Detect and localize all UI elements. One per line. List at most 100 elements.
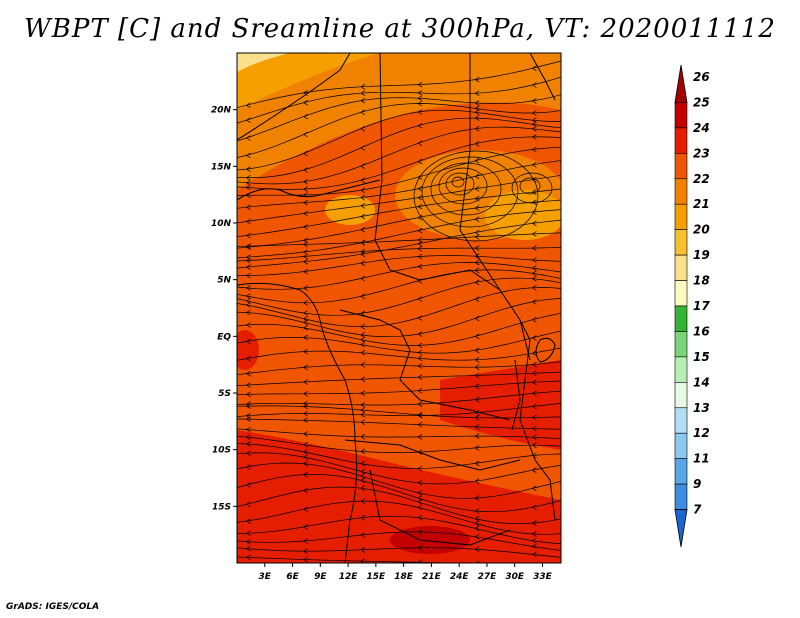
colorbar-label: 11 (693, 452, 710, 466)
streamline-arrow (531, 257, 537, 263)
streamline-arrow (474, 141, 480, 147)
streamline (237, 76, 561, 124)
streamline-arrow (245, 501, 251, 508)
colorbar-label: 19 (693, 248, 710, 262)
streamline-arrow (474, 279, 480, 286)
streamline-arrow (303, 325, 308, 331)
colorbar-swatch (674, 356, 688, 383)
streamline-arrow (474, 100, 480, 106)
streamline-arrow (303, 431, 308, 437)
streamline (237, 443, 561, 469)
colorbar-swatch (674, 229, 688, 256)
streamline-arrow (245, 355, 251, 362)
grads-credit: GrADS: IGES/COLA (6, 602, 100, 612)
streamline-arrow (531, 520, 537, 526)
streamline-arrow (360, 332, 366, 338)
streamline-arrow (531, 379, 537, 386)
streamline-arrow (245, 135, 251, 141)
streamline-arrow (303, 300, 308, 306)
streamline (237, 428, 561, 440)
colorbar-label: 9 (693, 477, 701, 491)
streamline-arrow (303, 449, 308, 455)
streamline-arrow (360, 390, 366, 396)
lon-tick-label: 21E (422, 572, 442, 582)
chart-title: WBPT [C] and Sreamline at 300hPa, VT: 20… (24, 14, 776, 44)
streamline-arrow (303, 258, 308, 265)
streamline (237, 298, 561, 338)
lon-tick-label: 18E (394, 572, 414, 582)
streamline-arrow (531, 82, 537, 88)
streamline-arrow (417, 100, 423, 107)
streamline-arrow (303, 460, 308, 467)
wbpt-field-25 (390, 526, 470, 554)
streamline (237, 556, 464, 563)
colorbar-swatch (674, 280, 688, 307)
streamline (237, 219, 561, 269)
streamline-arrow (245, 232, 251, 239)
streamline-arrow (532, 563, 536, 568)
streamline-arrow (360, 349, 366, 356)
streamline-arrow (474, 525, 480, 532)
streamline-arrow (245, 184, 251, 191)
streamline-arrow (474, 520, 480, 527)
streamline-arrow (245, 538, 251, 545)
streamline-arrow (417, 434, 423, 440)
streamline (237, 269, 561, 304)
streamline-arrow (303, 417, 308, 424)
streamlines (237, 60, 561, 568)
streamline-arrow (360, 402, 366, 408)
colorbar-swatch (674, 254, 688, 281)
streamline (237, 361, 561, 376)
lat-tick-label: 15S (212, 502, 231, 512)
streamline-arrow (360, 473, 366, 479)
streamline (237, 174, 561, 224)
colorbar: 26 25 24 23 22 21 20 19 18 17 16 15 14 13 12 11 9 7 (674, 64, 710, 548)
longitude-axis: 3E 6E 9E 12E 15E 18E 21E 24E 27E 30E 33E (259, 563, 553, 582)
streamline-arrow (360, 260, 366, 266)
streamline-arrow (360, 239, 366, 246)
lat-tick-label: 10S (212, 446, 231, 456)
streamline-arrow (303, 99, 308, 106)
streamline-arrow (531, 146, 537, 153)
streamline-arrow (417, 245, 423, 252)
streamline-arrow (475, 560, 480, 563)
streamline-arrow (531, 434, 537, 440)
streamline-arrow (303, 334, 308, 341)
streamline-arrow (474, 245, 480, 251)
streamline-arrow (303, 179, 308, 185)
streamline-arrow (474, 357, 480, 363)
streamline-arrow (417, 95, 423, 101)
streamline-arrow (360, 251, 366, 258)
streamline-arrow (303, 364, 308, 371)
wbpt-field-22 (237, 53, 561, 190)
streamline-arrow (417, 186, 423, 192)
streamline-arrow (303, 113, 308, 120)
streamline-arrow (474, 216, 480, 223)
streamline-arrow (531, 270, 537, 277)
streamline-arrow (245, 285, 251, 291)
lon-tick-label: 9E (314, 572, 327, 582)
colorbar-swatch (674, 178, 688, 205)
streamline-arrow (531, 275, 537, 282)
streamline-arrow (245, 545, 251, 552)
streamline-arrow (531, 316, 537, 323)
streamline-arrow (417, 342, 423, 349)
streamline-arrow (360, 362, 366, 368)
lat-tick-label: 15N (211, 162, 232, 172)
wbpt-field-21 (237, 53, 380, 110)
streamline-arrow (245, 426, 251, 433)
streamline-arrow (531, 425, 537, 432)
streamline-arrow (360, 248, 366, 255)
streamline-arrow (245, 302, 251, 308)
streamline-arrow (474, 115, 480, 121)
streamline-arrow (531, 403, 537, 410)
streamline-arrow (303, 556, 308, 563)
lon-tick-label: 15E (367, 572, 387, 582)
streamline (237, 199, 561, 249)
streamline-arrow (417, 529, 423, 535)
streamline-arrow (360, 468, 366, 475)
streamline-arrow (531, 98, 537, 104)
streamline-arrow (303, 506, 308, 512)
streamline (237, 531, 561, 551)
streamline-arrow (245, 218, 251, 225)
